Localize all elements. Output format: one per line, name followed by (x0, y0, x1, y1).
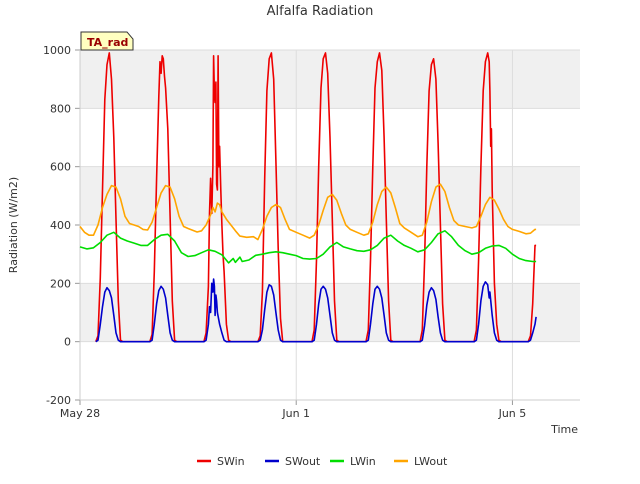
series-line-lwin (79, 230, 537, 264)
legend-label-swout: SWout (285, 455, 321, 468)
y-tick-label: -200 (46, 394, 71, 407)
x-tick-label: Jun 5 (498, 407, 527, 420)
y-tick-label: 1000 (43, 44, 71, 57)
series-line-swout (95, 278, 537, 343)
y-tick-label: 800 (50, 102, 71, 115)
legend-label-lwin: LWin (350, 455, 376, 468)
x-axis-label: Time (550, 423, 578, 436)
y-tick-label: 0 (64, 336, 71, 349)
x-tick-label: May 28 (60, 407, 100, 420)
y-tick-label: 200 (50, 277, 71, 290)
plot-band (80, 50, 580, 109)
annotation-callout (80, 31, 134, 51)
annotation-label: TA_rad (87, 36, 128, 49)
legend-label-swin: SWin (217, 455, 245, 468)
chart-title: Alfalfa Radiation (267, 4, 374, 19)
y-tick-label: 600 (50, 161, 71, 174)
annotation-box: TA_rad (80, 31, 134, 51)
y-tick-label: 400 (50, 219, 71, 232)
legend-label-lwout: LWout (414, 455, 448, 468)
series-line-lwout (79, 183, 537, 241)
y-axis-label: Radiation (W/m2) (7, 177, 20, 273)
x-tick-label: Jun 1 (281, 407, 310, 420)
